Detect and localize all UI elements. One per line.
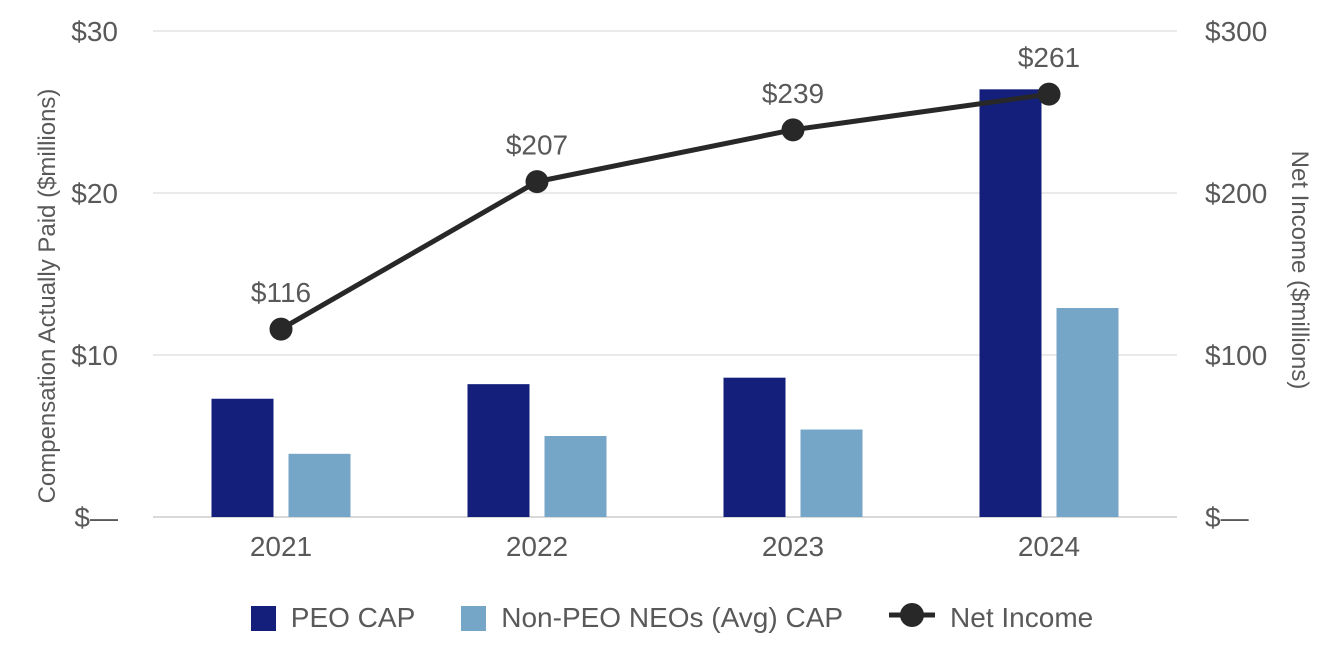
peo-cap-swatch-icon	[250, 605, 276, 631]
legend-item-net-income: Net Income	[889, 601, 1093, 636]
svg-text:$261: $261	[1018, 42, 1080, 73]
svg-text:$300: $300	[1205, 16, 1267, 47]
svg-text:2022: 2022	[506, 531, 568, 562]
net-income-data-labels: $116 $207 $239 $261	[251, 42, 1080, 308]
svg-text:$10: $10	[71, 340, 118, 371]
svg-text:$—: $—	[74, 502, 118, 533]
svg-text:$116: $116	[251, 277, 311, 308]
svg-text:$30: $30	[71, 16, 118, 47]
svg-text:$—: $—	[1205, 502, 1249, 533]
net-income-line	[279, 91, 1050, 332]
legend: PEO CAP Non-PEO NEOs (Avg) CAP Net Incom…	[0, 598, 1344, 638]
legend-item-non-peo-cap: Non-PEO NEOs (Avg) CAP	[461, 602, 843, 634]
svg-text:2023: 2023	[762, 531, 824, 562]
net-income-points	[269, 82, 1061, 341]
bars	[211, 89, 1119, 517]
legend-label-peo-cap: PEO CAP	[290, 602, 416, 633]
legend-label-net-income: Net Income	[950, 602, 1094, 633]
legend-item-peo-cap: PEO CAP	[250, 602, 416, 634]
right-axis-title: Net Income ($millions)	[1286, 150, 1313, 390]
svg-text:$20: $20	[71, 178, 118, 209]
svg-text:$100: $100	[1205, 340, 1267, 371]
svg-text:2024: 2024	[1018, 531, 1080, 562]
left-axis-title: Compensation Actually Paid ($millions)	[34, 88, 61, 504]
svg-text:2021: 2021	[250, 531, 312, 562]
net-income-line-marker-icon	[889, 601, 936, 636]
svg-text:$239: $239	[762, 78, 824, 109]
left-axis-tick-labels: $30 $20 $10 $—	[71, 16, 118, 533]
svg-text:$200: $200	[1205, 178, 1267, 209]
svg-text:$207: $207	[506, 130, 568, 161]
right-axis-tick-labels: $300 $200 $100 $—	[1205, 16, 1267, 533]
non-peo-cap-swatch-icon	[461, 605, 487, 631]
x-axis-labels: 2021 2022 2023 2024	[250, 531, 1080, 562]
legend-label-non-peo-cap: Non-PEO NEOs (Avg) CAP	[501, 602, 844, 633]
